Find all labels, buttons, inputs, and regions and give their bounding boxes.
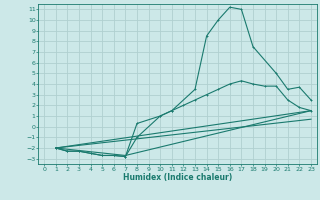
X-axis label: Humidex (Indice chaleur): Humidex (Indice chaleur) bbox=[123, 173, 232, 182]
